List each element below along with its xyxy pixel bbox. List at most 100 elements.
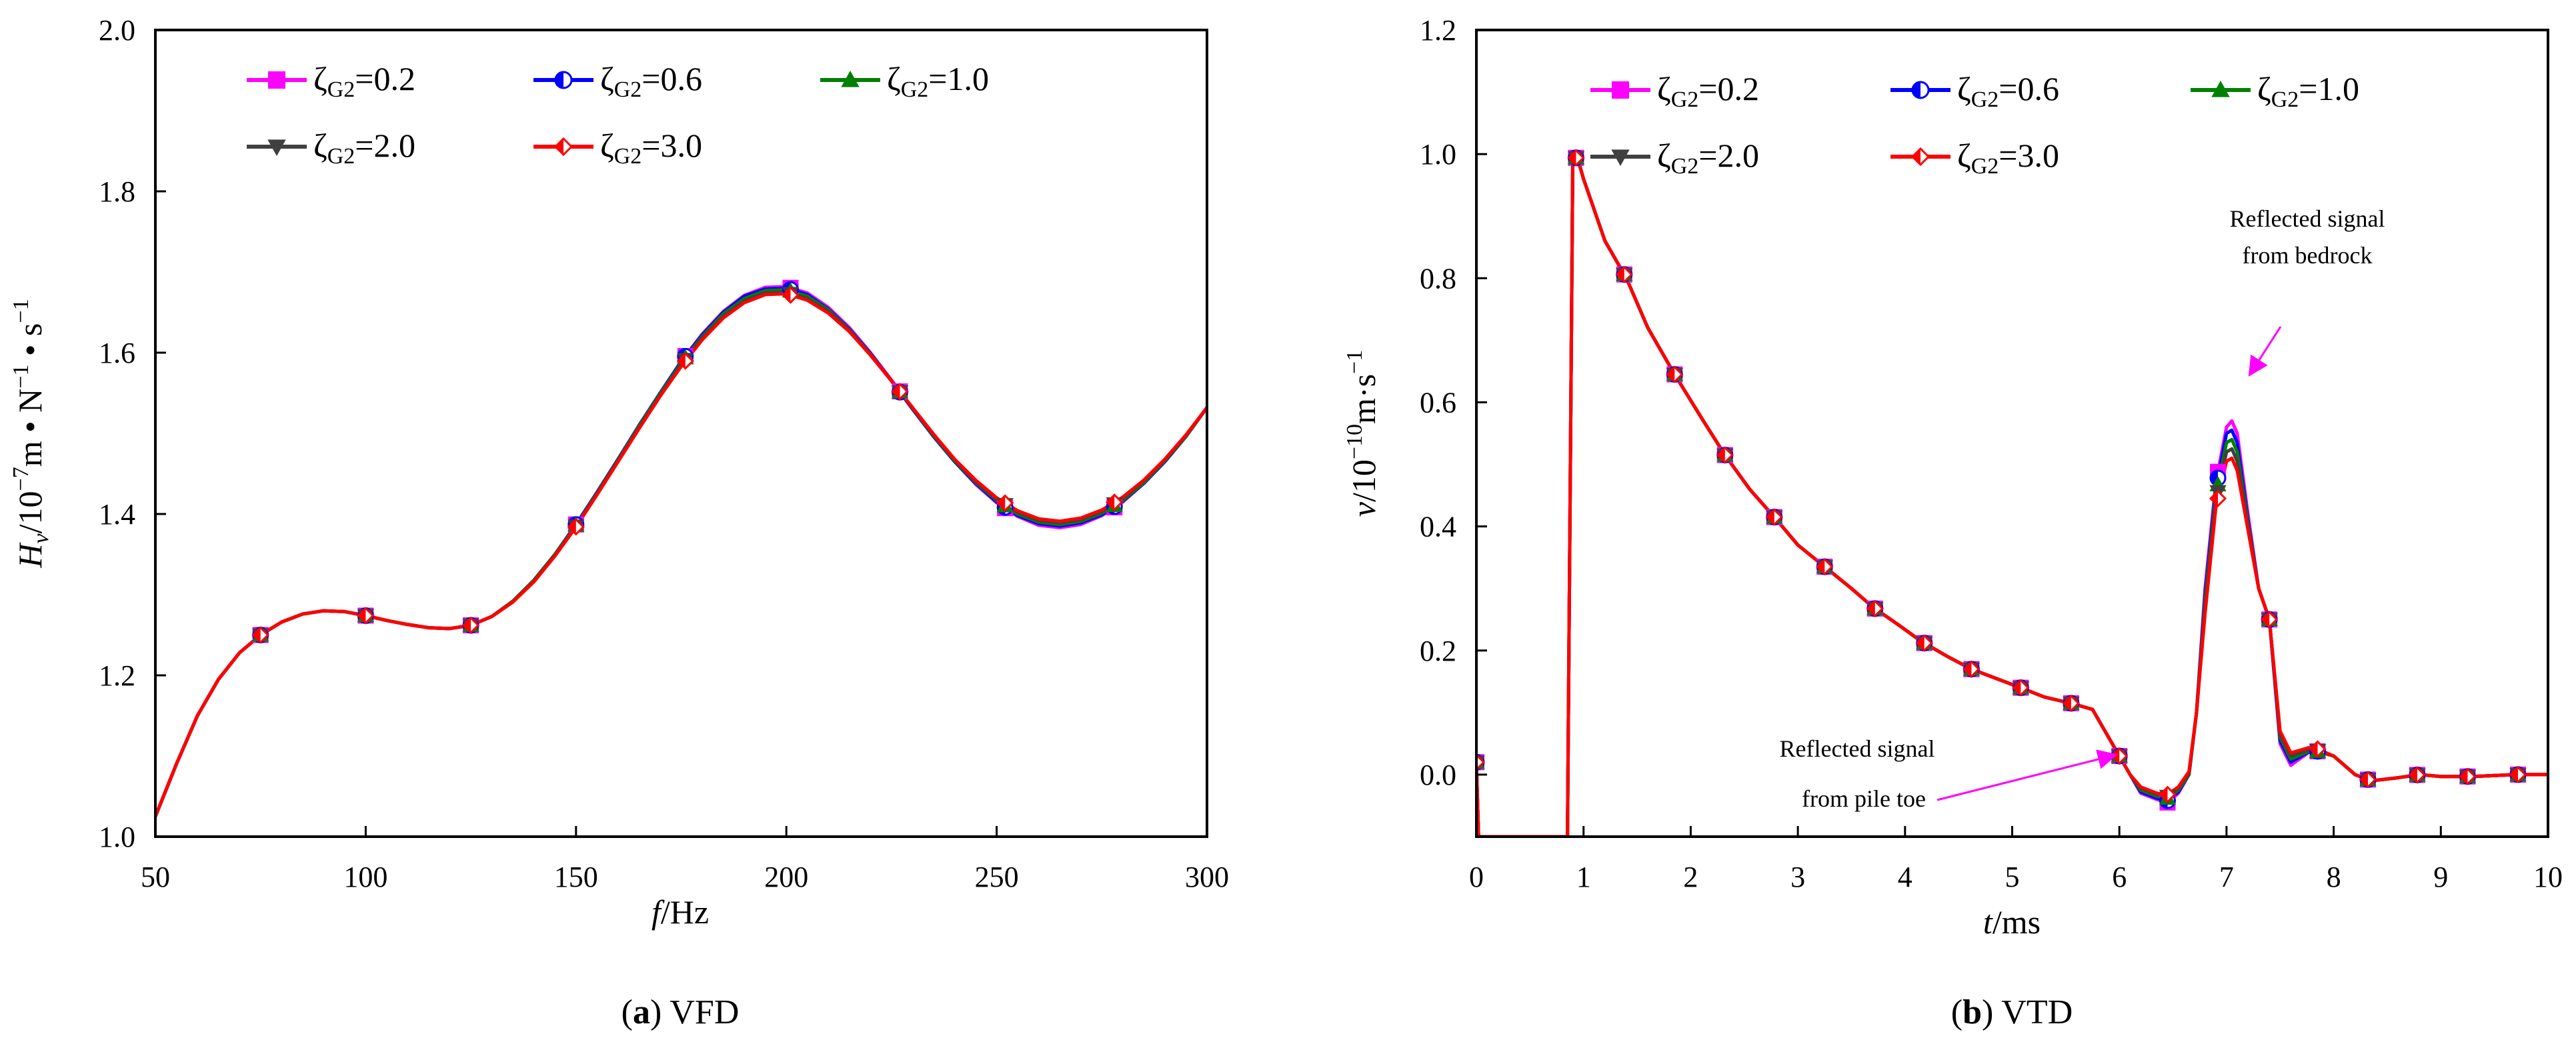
annotation-text: Reflected signal xyxy=(2230,205,2385,232)
marker-fill xyxy=(1817,559,1825,575)
series-marker xyxy=(1910,147,1930,167)
legend: ζG2=0.2 ζG2=0.6 ζG2=1.0 ζG2=2.0 ζG2=3.0 xyxy=(1590,70,2359,179)
marker-fill xyxy=(2013,680,2021,695)
x-tick-label: 150 xyxy=(554,861,598,893)
marker-fill xyxy=(1867,601,1875,616)
y-tick-label: 0.0 xyxy=(1420,759,1456,791)
x-axis-label: f/Hz xyxy=(652,893,709,931)
marker-fill xyxy=(1107,495,1115,510)
y-tick-label: 0.6 xyxy=(1420,386,1456,419)
series-marker xyxy=(461,616,480,635)
marker-fill xyxy=(2310,741,2318,757)
marker-fill xyxy=(783,287,791,303)
y-tick-label: 0.4 xyxy=(1420,511,1456,543)
marker-fill xyxy=(2511,767,2519,782)
x-tick-label: 50 xyxy=(141,861,170,893)
marker-fill xyxy=(555,72,563,88)
series-marker xyxy=(1915,634,1933,652)
marker-fill xyxy=(1667,367,1675,382)
series-line xyxy=(1476,152,2548,837)
series-marker xyxy=(1612,81,1629,99)
y-tick-label: 1.6 xyxy=(99,337,135,369)
marker-fill xyxy=(1912,82,1920,98)
legend-item: ζG2=1.0 xyxy=(2191,70,2359,112)
series-marker xyxy=(268,71,285,89)
marker-fill xyxy=(463,617,471,633)
marker-fill xyxy=(358,608,366,623)
series-marker xyxy=(2211,80,2230,97)
series-marker xyxy=(1866,599,1884,617)
series-marker xyxy=(553,137,573,157)
series-marker xyxy=(1106,493,1124,511)
y-tick-label: 0.2 xyxy=(1420,635,1456,667)
series-marker xyxy=(2359,771,2377,789)
x-tick-label: 100 xyxy=(343,861,387,893)
marker-fill xyxy=(1616,267,1624,282)
plot-frame xyxy=(154,29,1208,838)
annotation-text: from pile toe xyxy=(1802,785,1926,812)
x-tick-label: 6 xyxy=(2112,861,2127,893)
legend-label: ζG2=3.0 xyxy=(1957,137,2059,179)
marker-fill xyxy=(2063,695,2071,711)
x-tick-label: 2 xyxy=(1683,861,1698,893)
annotation-pile-toe: Reflected signal from pile toe xyxy=(1780,735,2118,812)
legend-label: ζG2=0.2 xyxy=(313,60,415,102)
series-marker xyxy=(1476,753,1486,771)
y-tick-label: 1.0 xyxy=(1420,138,1456,171)
marker-fill xyxy=(2409,767,2417,783)
series-marker xyxy=(357,607,375,625)
y-tick-label: 0.8 xyxy=(1420,262,1456,295)
x-tick-label: 4 xyxy=(1898,861,1912,893)
marker-outline xyxy=(1476,753,1486,771)
x-axis-label: t/ms xyxy=(1983,903,2041,941)
marker-fill xyxy=(678,353,686,369)
x-tick-label: 8 xyxy=(2327,861,2341,893)
series-line xyxy=(1476,152,2548,837)
series-marker xyxy=(1666,365,1684,383)
marker-fill xyxy=(2160,787,2168,802)
marker-fill xyxy=(1568,150,1576,165)
marker-fill xyxy=(1717,447,1725,463)
y-tick-label: 1.4 xyxy=(99,498,135,531)
series-line xyxy=(1476,152,2548,837)
series-marker xyxy=(1816,557,1834,576)
legend-label: ζG2=1.0 xyxy=(887,60,989,102)
legend-label: ζG2=1.0 xyxy=(2257,70,2359,112)
legend-label: ζG2=0.2 xyxy=(1657,70,1759,112)
series-marker xyxy=(2209,489,2227,507)
y-tick-label: 1.0 xyxy=(99,821,135,853)
marker-fill xyxy=(253,627,261,643)
x-tick-label: 5 xyxy=(2005,861,2020,893)
annotation-text: from bedrock xyxy=(2243,242,2373,269)
annotation-arrow xyxy=(1937,749,2118,801)
legend-item: ζG2=0.2 xyxy=(247,60,415,102)
marker-fill xyxy=(1964,661,1972,677)
series-marker xyxy=(2459,767,2477,785)
series-marker xyxy=(1615,265,1633,283)
x-tick-label: 300 xyxy=(1185,861,1229,893)
series-marker xyxy=(1963,660,1981,678)
series-marker xyxy=(1567,149,1585,167)
legend-label: ζG2=0.6 xyxy=(1957,70,2059,112)
marker-fill xyxy=(1766,509,1774,525)
series-marker xyxy=(1716,446,1734,464)
marker-fill xyxy=(892,384,900,399)
series-line xyxy=(1476,152,2548,837)
series-marker xyxy=(554,71,573,89)
x-tick-label: 9 xyxy=(2433,861,2448,893)
legend-item: ζG2=3.0 xyxy=(533,127,702,169)
legend-label: ζG2=2.0 xyxy=(1657,137,1759,179)
legend-item: ζG2=0.6 xyxy=(1890,70,2059,112)
series-marker xyxy=(251,626,269,644)
x-tick-label: 3 xyxy=(1790,861,1805,893)
marker-fill xyxy=(2211,491,2219,506)
x-tick-label: 7 xyxy=(2219,861,2234,893)
legend: ζG2=0.2 ζG2=0.6 ζG2=1.0 ζG2=2.0 ζG2=3.0 xyxy=(247,60,989,169)
x-tick-label: 1 xyxy=(1576,861,1591,893)
series-marker xyxy=(2012,679,2030,697)
subfigure-caption: (b) VTD xyxy=(1951,993,2073,1031)
x-tick-label: 10 xyxy=(2533,861,2563,893)
chart-panel-vfd: 50 100 150 200 250 300 1.0 1.2 1.4 1.6 1.8 2.0 f/Hz… xyxy=(9,14,1229,1031)
series-line xyxy=(155,292,1207,817)
